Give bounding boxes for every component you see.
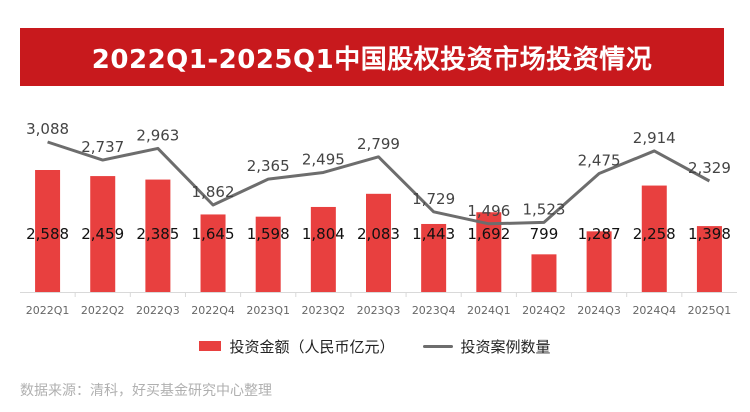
bar bbox=[531, 254, 557, 292]
x-tick-label: 2024Q1 bbox=[467, 304, 511, 317]
bar-value-label: 1,398 bbox=[688, 225, 731, 243]
legend-item-amount: 投资金额（人民币亿元） bbox=[199, 336, 395, 357]
x-tick-label: 2023Q1 bbox=[246, 304, 290, 317]
line-value-label: 2,737 bbox=[81, 138, 124, 156]
line-value-label: 2,365 bbox=[247, 157, 290, 175]
bar bbox=[586, 231, 612, 292]
bar bbox=[641, 185, 667, 292]
line-value-label: 2,799 bbox=[357, 135, 400, 153]
bar-value-label: 799 bbox=[530, 225, 559, 243]
x-tick-label: 2024Q4 bbox=[632, 304, 676, 317]
legend-swatch-line bbox=[422, 344, 453, 348]
bar-value-label: 1,645 bbox=[192, 225, 235, 243]
chart-title: 2022Q1-2025Q1中国股权投资市场投资情况 bbox=[20, 28, 724, 86]
source-note: 数据来源：清科，好买基金研究中心整理 bbox=[20, 383, 272, 399]
bar-value-label: 2,083 bbox=[357, 225, 400, 243]
bar-value-label: 1,598 bbox=[247, 225, 290, 243]
bar bbox=[696, 226, 722, 292]
bar-value-label: 1,287 bbox=[578, 225, 621, 243]
x-tick-label: 2024Q3 bbox=[577, 304, 621, 317]
bar bbox=[35, 170, 61, 292]
bar-value-label: 2,588 bbox=[26, 225, 69, 243]
line-value-label: 2,475 bbox=[578, 152, 621, 170]
x-tick-label: 2024Q2 bbox=[522, 304, 566, 317]
x-tick-label: 2022Q4 bbox=[191, 304, 235, 317]
line-value-label: 1,729 bbox=[412, 190, 455, 208]
x-tick-label: 2022Q2 bbox=[81, 304, 125, 317]
line-value-label: 2,495 bbox=[302, 150, 345, 168]
bar-value-label: 2,258 bbox=[633, 225, 676, 243]
bar bbox=[90, 176, 116, 292]
legend-label-amount: 投资金额（人民币亿元） bbox=[229, 337, 395, 356]
line-value-label: 1,862 bbox=[192, 183, 235, 201]
x-tick-label: 2023Q4 bbox=[412, 304, 456, 317]
line-series-count bbox=[47, 140, 711, 226]
bar bbox=[255, 216, 281, 292]
bar bbox=[421, 223, 447, 292]
legend-label-count: 投资案例数量 bbox=[460, 337, 551, 356]
bar bbox=[310, 206, 336, 292]
line-value-label: 2,963 bbox=[136, 126, 179, 144]
bar-value-label: 1,692 bbox=[467, 225, 510, 243]
line-value-label: 1,523 bbox=[522, 200, 565, 218]
bar-value-label: 2,385 bbox=[136, 225, 179, 243]
line-value-label: 2,914 bbox=[633, 129, 676, 147]
bar bbox=[476, 212, 502, 292]
bar bbox=[366, 193, 391, 292]
bar bbox=[145, 179, 171, 292]
x-tick-label: 2025Q1 bbox=[688, 304, 732, 317]
bar bbox=[200, 214, 226, 292]
line-value-label: 1,496 bbox=[467, 202, 510, 220]
bar-value-label: 1,443 bbox=[412, 225, 455, 243]
line-value-label: 3,088 bbox=[26, 120, 69, 138]
legend-swatch-bar bbox=[199, 341, 222, 351]
x-tick-label: 2022Q1 bbox=[26, 304, 70, 317]
bar-value-label: 1,804 bbox=[302, 225, 345, 243]
legend: 投资金额（人民币亿元） 投资案例数量 bbox=[0, 334, 750, 358]
x-tick-label: 2023Q2 bbox=[302, 304, 346, 317]
x-tick-label: 2022Q3 bbox=[136, 304, 180, 317]
legend-item-count: 投资案例数量 bbox=[422, 336, 551, 357]
line-value-label: 2,329 bbox=[688, 159, 731, 177]
x-tick-label: 2023Q3 bbox=[357, 304, 401, 317]
bar-value-label: 2,459 bbox=[81, 225, 124, 243]
